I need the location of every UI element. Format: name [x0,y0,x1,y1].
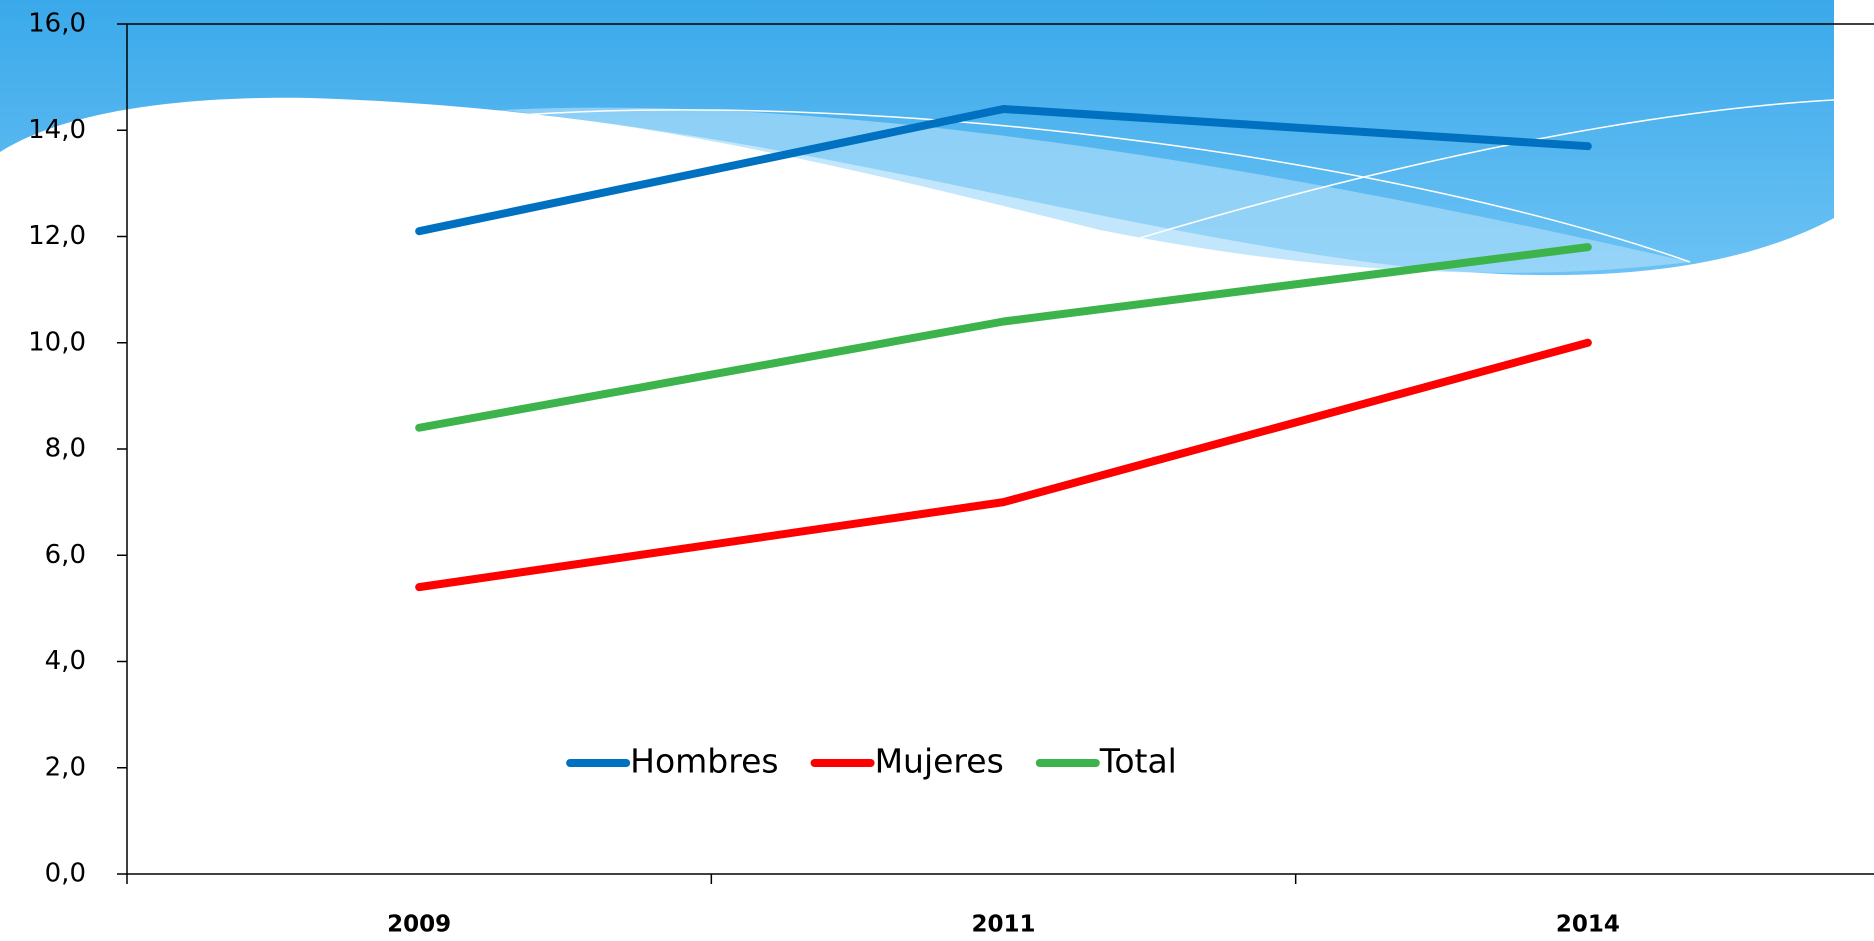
y-tick-label: 0,0 [45,859,86,889]
legend-label: Hombres [630,742,778,781]
legend-label: Mujeres [875,742,1004,781]
legend-label: Total [1099,742,1177,781]
y-tick-label: 6,0 [45,540,86,570]
y-tick-label: 14,0 [28,115,86,145]
y-tick-label: 10,0 [28,327,86,357]
x-tick-label: 2014 [1556,912,1620,938]
y-tick-label: 4,0 [45,646,86,676]
y-tick-label: 12,0 [28,221,86,251]
x-tick-label: 2009 [387,912,451,938]
y-tick-label: 8,0 [45,434,86,464]
data-line [415,243,1592,432]
y-tick-label: 16,0 [28,9,86,39]
data-line [415,105,1592,236]
data-line [415,338,1592,592]
x-tick-label: 2011 [971,912,1035,938]
legend: Hombres Mujeres Total [566,742,1177,781]
y-tick-label: 2,0 [45,752,86,782]
